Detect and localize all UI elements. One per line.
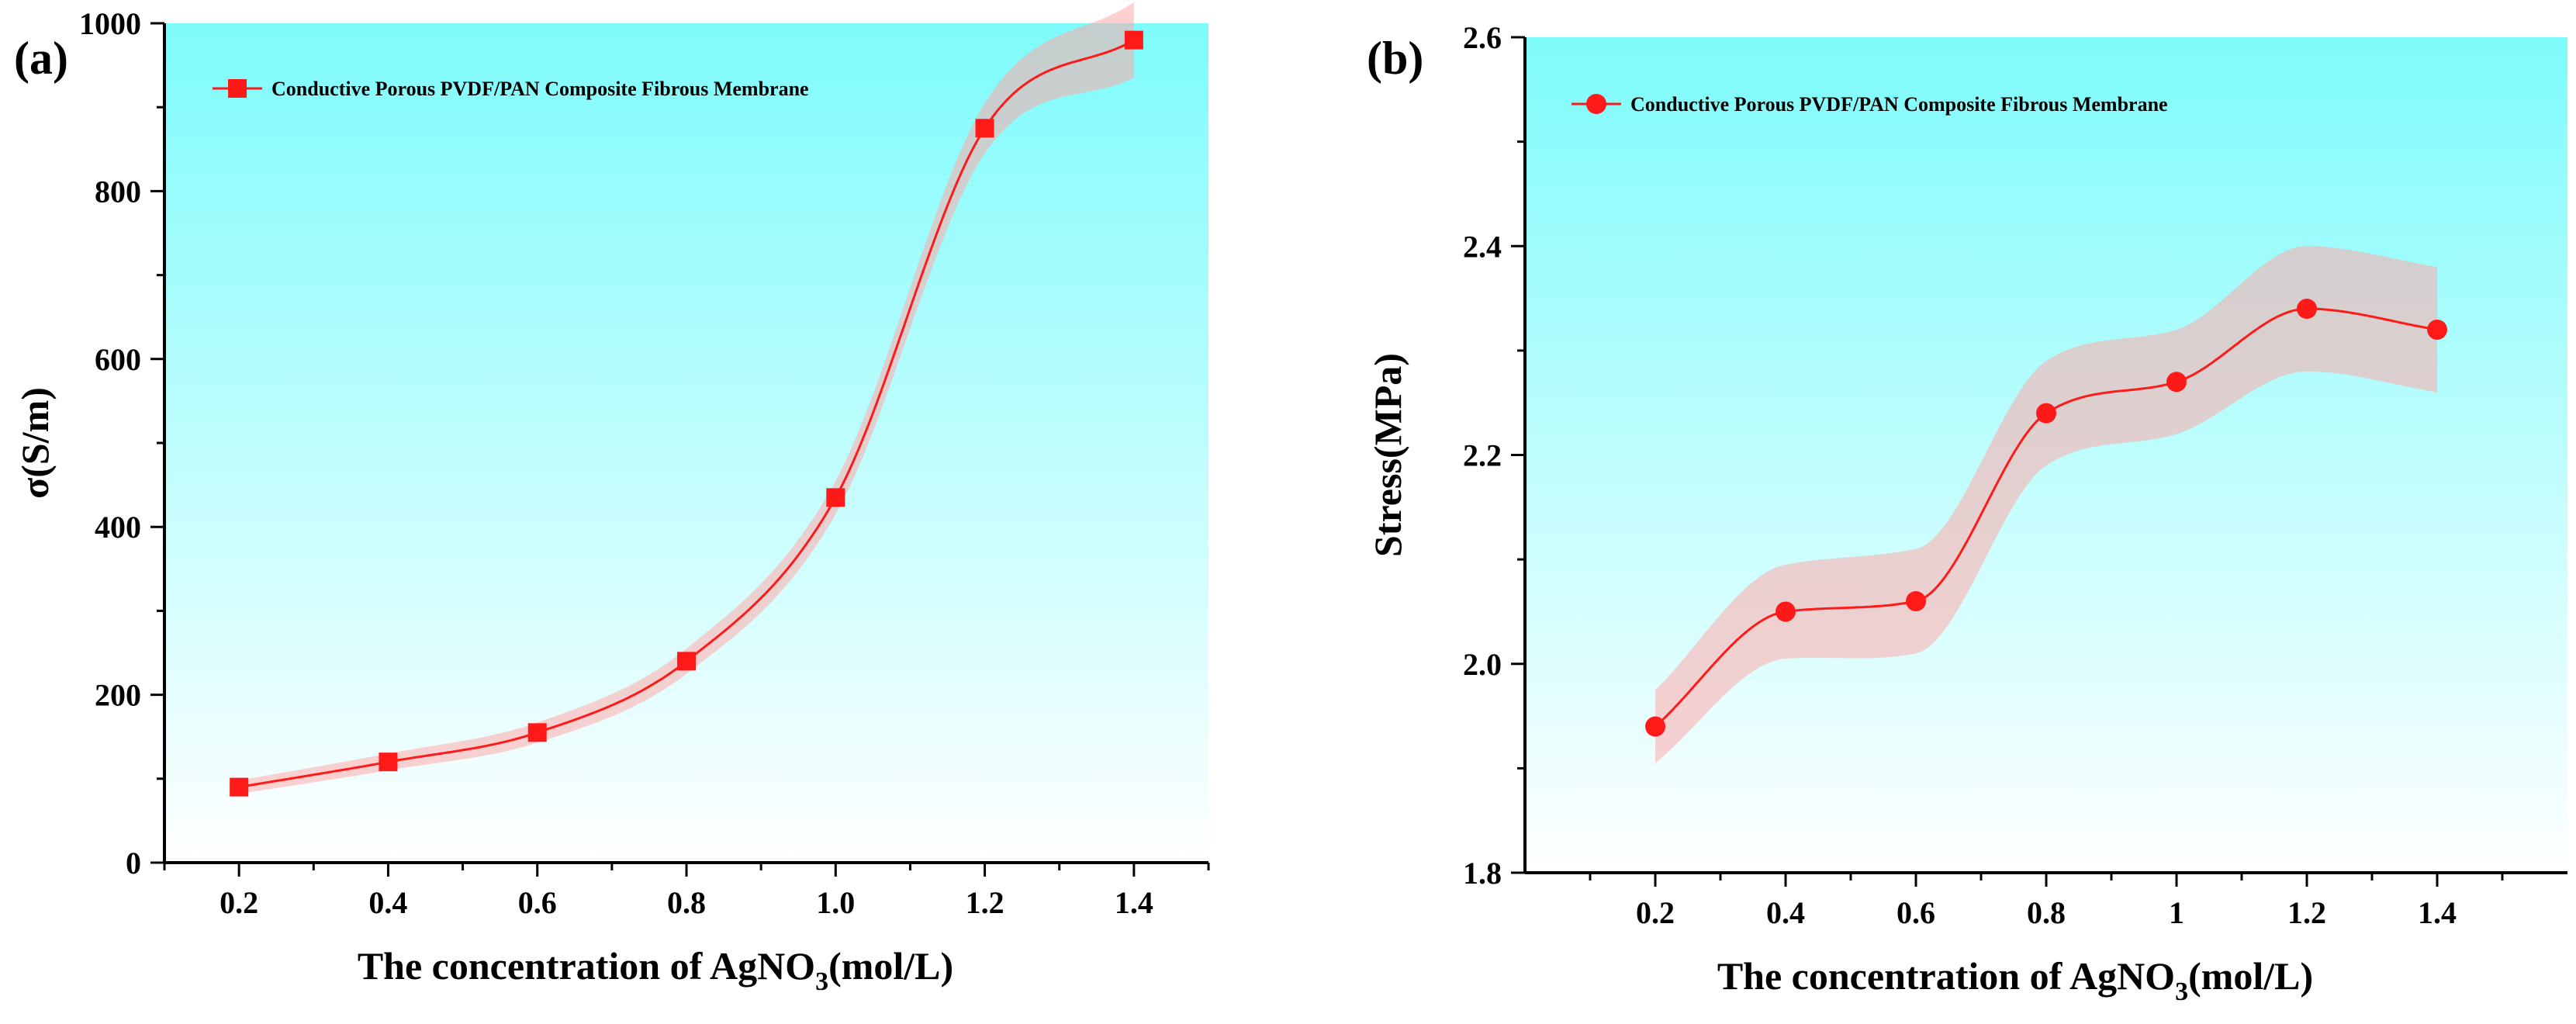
- data-point-circle: [1906, 590, 1926, 611]
- legend-marker-circle: [1586, 94, 1606, 114]
- legend-label: Conductive Porous PVDF/PAN Composite Fib…: [271, 78, 809, 100]
- y-tick-label: 600: [95, 342, 141, 377]
- legend: Conductive Porous PVDF/PAN Composite Fib…: [1572, 93, 2168, 116]
- data-point-circle: [2427, 319, 2447, 340]
- x-axis-title-subscript: 3: [2175, 977, 2188, 1006]
- y-tick-label: 400: [95, 510, 141, 545]
- data-point-square: [379, 752, 398, 772]
- y-axis-title: σ(S/m): [13, 387, 57, 499]
- panel-label: (b): [1367, 33, 1423, 84]
- x-axis-title: The concentration of AgNO3(mol/L): [358, 944, 953, 996]
- x-tick-label: 1.2: [2287, 895, 2326, 930]
- data-point-circle: [1776, 601, 1796, 622]
- data-point-square: [826, 488, 845, 507]
- confidence-band: [239, 2, 1134, 794]
- x-tick-label: 1: [2169, 895, 2184, 930]
- x-axis-title-unit: (mol/L): [2188, 954, 2313, 998]
- x-axis-title-main: The concentration of AgNO: [358, 944, 815, 988]
- plot-background: [164, 23, 1208, 863]
- chart-panel-b: (b) 0.2 0.4 0.6 0.8 1 1.2 1.4 1.8 2.0 2.2 2.4 2.6 The…: [1366, 20, 2567, 1006]
- x-axis-title-subscript: 3: [815, 967, 828, 996]
- data-point-circle: [2166, 372, 2187, 393]
- y-tick-label: 2.2: [1463, 438, 1502, 473]
- data-point-square: [677, 652, 696, 671]
- legend-label: Conductive Porous PVDF/PAN Composite Fib…: [1630, 93, 2168, 116]
- y-tick-label: 2.6: [1463, 20, 1502, 55]
- y-tick-label: 200: [95, 678, 141, 713]
- x-axis-title-main: The concentration of AgNO: [1717, 954, 2175, 998]
- data-point-square: [230, 777, 249, 797]
- confidence-band: [1655, 246, 2437, 763]
- y-tick-label: 800: [95, 174, 141, 209]
- y-tick-label: 0: [126, 846, 141, 880]
- data-point-square: [975, 119, 994, 138]
- data-point-circle: [2036, 403, 2056, 424]
- legend: Conductive Porous PVDF/PAN Composite Fib…: [213, 78, 809, 100]
- y-tick-label: 2.0: [1463, 647, 1502, 682]
- x-tick-label: 1.4: [1115, 885, 1153, 920]
- data-point-square: [1124, 30, 1143, 50]
- data-point-circle: [2297, 299, 2317, 320]
- legend-marker-square: [228, 79, 247, 98]
- x-tick-label: 0.2: [220, 885, 258, 920]
- x-axis-title: The concentration of AgNO3(mol/L): [1717, 954, 2313, 1006]
- x-tick-label: 0.8: [2027, 895, 2066, 930]
- x-axis-title-unit: (mol/L): [828, 944, 953, 988]
- y-tick-label: 1000: [79, 6, 141, 41]
- data-point-square: [527, 723, 547, 742]
- data-point-circle: [1645, 716, 1665, 737]
- x-tick-label: 0.6: [518, 885, 557, 920]
- x-tick-label: 0.8: [667, 885, 706, 920]
- x-tick-label: 0.4: [368, 885, 407, 920]
- y-axis-title: Stress(MPa): [1366, 353, 1409, 557]
- y-tick-label: 2.4: [1463, 229, 1502, 264]
- x-tick-label: 1.0: [816, 885, 855, 920]
- x-tick-label: 0.2: [1636, 895, 1675, 930]
- x-tick-label: 0.4: [1766, 895, 1805, 930]
- chart-panel-a: (a) 0.2 0.4 0.6 0.8 1.0 1.2 1.4 0 200 400 600 800 100…: [13, 2, 1210, 996]
- x-tick-label: 1.2: [966, 885, 1004, 920]
- x-tick-label: 0.6: [1897, 895, 1935, 930]
- x-tick-label: 1.4: [2418, 895, 2457, 930]
- panel-label: (a): [14, 33, 68, 84]
- y-tick-label: 1.8: [1463, 856, 1502, 891]
